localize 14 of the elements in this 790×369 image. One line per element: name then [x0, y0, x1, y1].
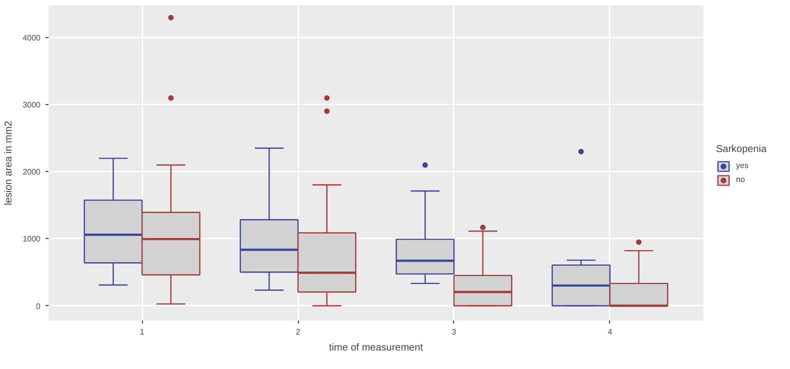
y-tick-label: 1000 [22, 234, 42, 244]
y-tick-label: 0 [36, 302, 42, 311]
x-tick-label: 4 [608, 328, 613, 336]
x-tick-label: 3 [452, 328, 457, 336]
y-tick-label: 2000 [22, 168, 42, 177]
legend-title: Sarkopenia [716, 144, 767, 154]
x-tick-label: 2 [296, 328, 301, 336]
y-tick-label: 4000 [22, 34, 42, 43]
y-axis-title: lesion area in mm2 [4, 120, 15, 206]
y-tick-label: 3000 [22, 100, 42, 110]
legend-label: yes [736, 161, 750, 170]
x-axis-title: time of measurement [329, 342, 424, 354]
x-tick-label: 1 [140, 328, 145, 336]
legend-label: no [736, 175, 746, 184]
